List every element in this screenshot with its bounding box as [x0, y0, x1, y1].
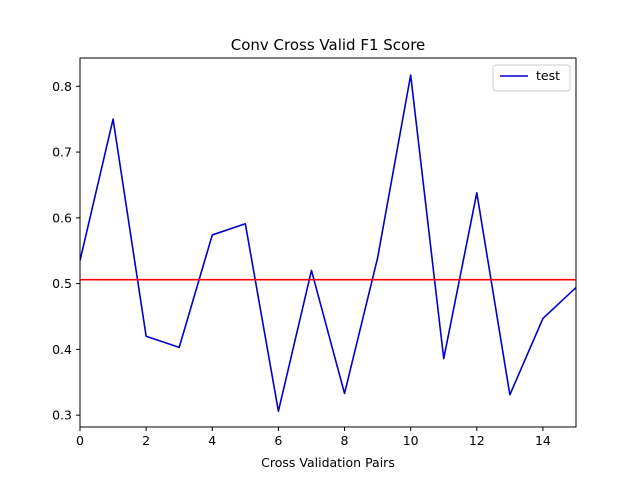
x-tick-label: 14 — [535, 433, 551, 448]
y-tick-label: 0.6 — [52, 210, 72, 225]
axes-frame — [79, 57, 577, 428]
series-line-test — [80, 74, 576, 413]
y-tick-label: 0.5 — [52, 276, 72, 291]
x-tick-label: 10 — [403, 433, 419, 448]
x-axis: 0 2 4 6 8 10 12 14 — [76, 427, 551, 448]
x-tick-label: 8 — [341, 433, 349, 448]
x-tick-label: 6 — [274, 433, 282, 448]
y-tick-label: 0.8 — [52, 79, 72, 94]
legend-box — [492, 64, 571, 92]
plot-area — [80, 74, 576, 413]
x-tick-label: 0 — [76, 433, 84, 448]
y-tick-label: 0.3 — [52, 408, 72, 423]
x-tick-label: 12 — [469, 433, 485, 448]
x-tick-label: 2 — [142, 433, 150, 448]
legend-label-test: test — [536, 68, 560, 83]
x-tick-label: 4 — [208, 433, 216, 448]
y-tick-label: 0.7 — [52, 145, 72, 160]
x-axis-label: Cross Validation Pairs — [261, 455, 395, 470]
legend: test — [492, 64, 571, 92]
chart-title: Conv Cross Valid F1 Score — [231, 36, 426, 54]
y-tick-label: 0.4 — [52, 342, 72, 357]
y-axis: 0.3 0.4 0.5 0.6 0.7 0.8 — [52, 79, 80, 423]
